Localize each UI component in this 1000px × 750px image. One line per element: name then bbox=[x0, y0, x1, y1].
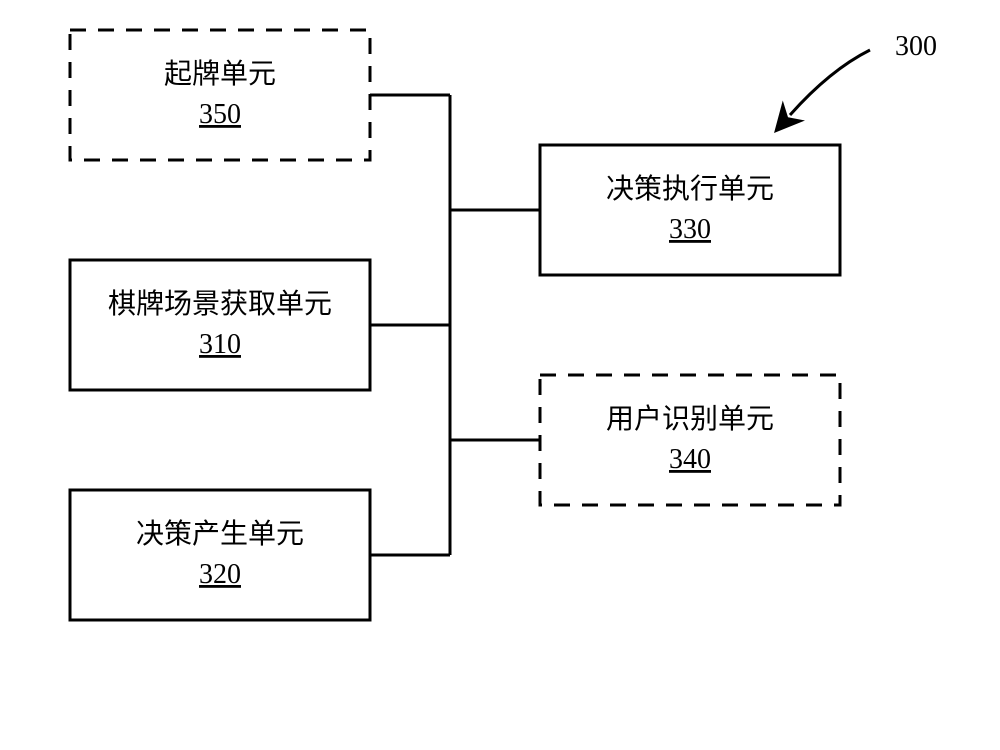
reference-arrow bbox=[790, 50, 870, 115]
box-350-label: 起牌单元 bbox=[164, 58, 276, 90]
box-310-label: 棋牌场景获取单元 bbox=[108, 288, 332, 320]
box-320-label: 决策产生单元 bbox=[136, 518, 304, 550]
box-330-label: 决策执行单元 bbox=[606, 173, 774, 205]
box-310-number: 310 bbox=[199, 329, 241, 360]
box-320-number: 320 bbox=[199, 559, 241, 590]
reference-label: 300 bbox=[895, 31, 937, 62]
diagram-canvas: 起牌单元 350 棋牌场景获取单元 310 决策产生单元 320 决策执行单元 330 用户识别… bbox=[0, 0, 1000, 750]
box-340-label: 用户识别单元 bbox=[606, 403, 774, 435]
box-350-number: 350 bbox=[199, 99, 241, 130]
box-340-number: 340 bbox=[669, 444, 711, 475]
box-340: 用户识别单元 340 bbox=[540, 375, 840, 505]
box-330-number: 330 bbox=[669, 214, 711, 245]
box-330: 决策执行单元 330 bbox=[540, 145, 840, 275]
box-310: 棋牌场景获取单元 310 bbox=[70, 260, 370, 390]
box-350: 起牌单元 350 bbox=[70, 30, 370, 160]
box-320: 决策产生单元 320 bbox=[70, 490, 370, 620]
